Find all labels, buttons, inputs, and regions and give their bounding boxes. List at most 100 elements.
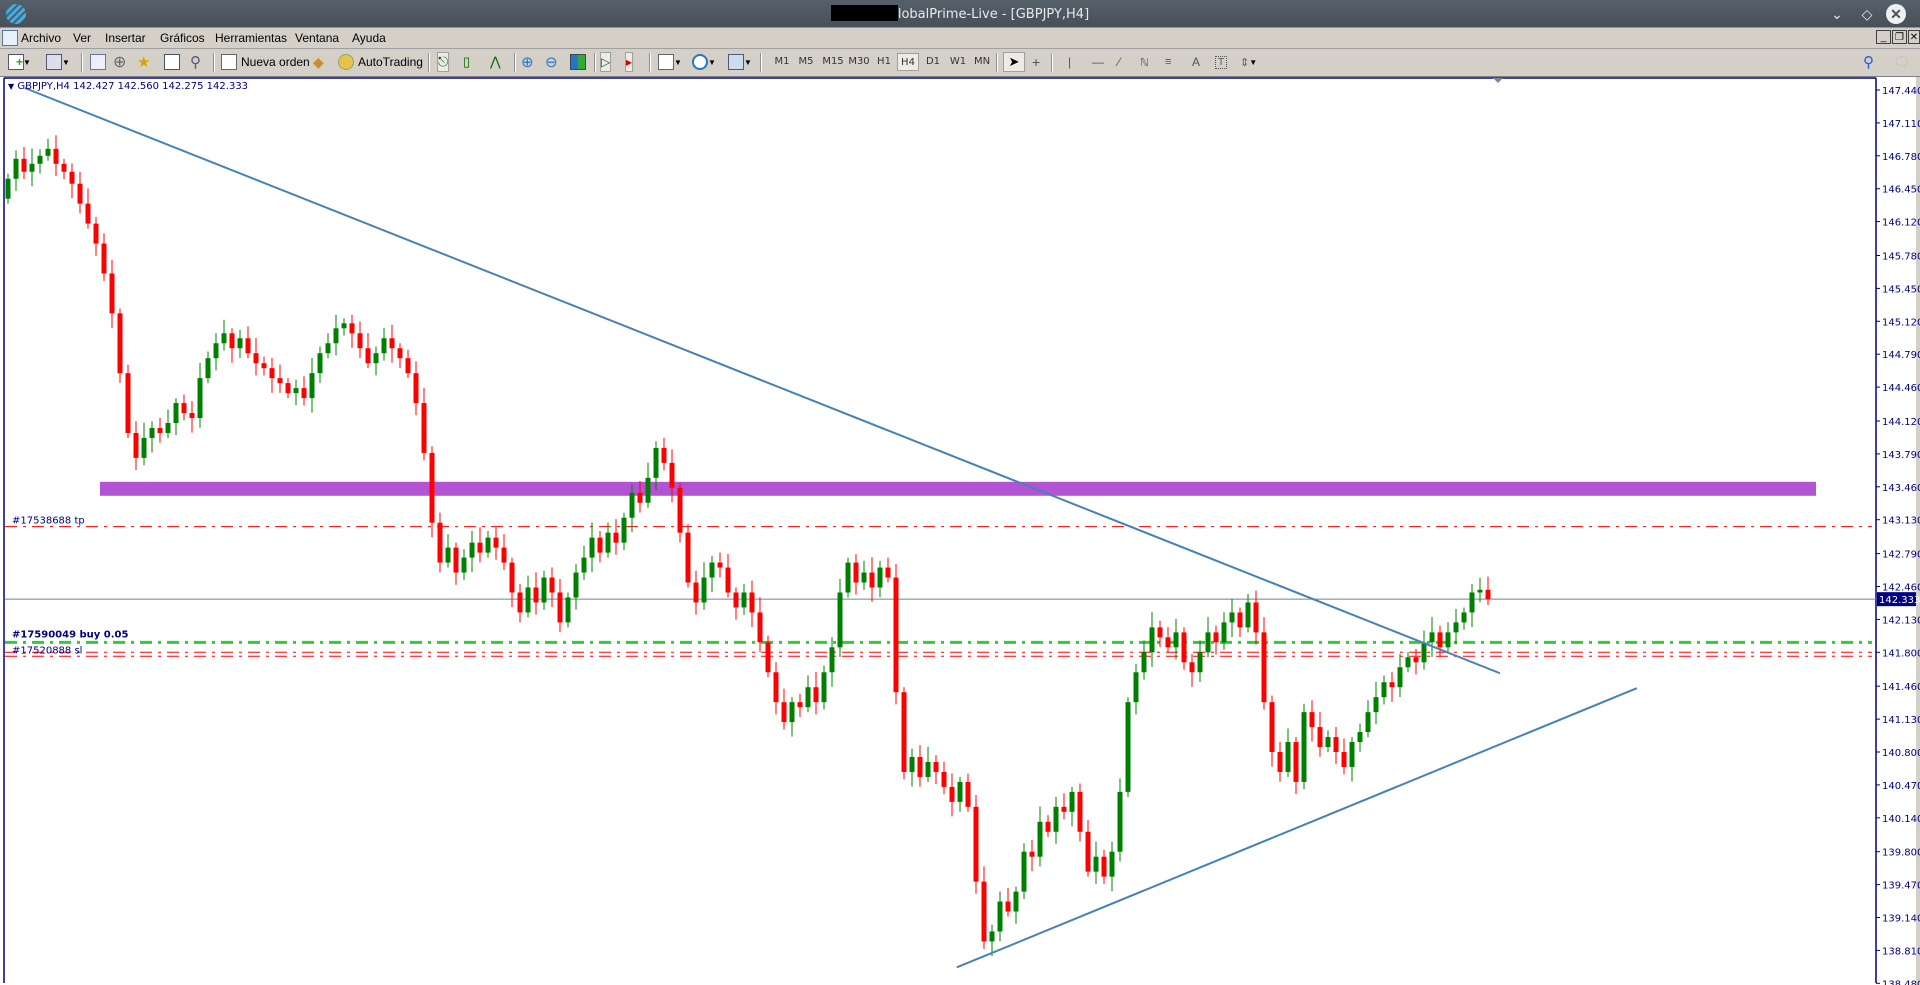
zoom-in-button[interactable]: ⊕ bbox=[521, 52, 534, 72]
bullish-candle bbox=[1125, 702, 1131, 792]
bullish-candle bbox=[197, 378, 203, 419]
menu-ver[interactable]: Ver bbox=[73, 31, 92, 45]
zoom-in-icon: ⊕ bbox=[521, 54, 534, 71]
terminal-button[interactable] bbox=[164, 52, 180, 72]
price-tick-label: 140.470 bbox=[1882, 781, 1920, 792]
chart-area[interactable]: 147.440 147.110 146.780 146.450 146.120 145.7… bbox=[0, 77, 1920, 985]
bearish-candle bbox=[637, 492, 643, 503]
bullish-candle bbox=[461, 557, 467, 573]
candlestick-button[interactable]: ▯ bbox=[463, 52, 470, 72]
line-chart-button[interactable]: ⋀ bbox=[490, 52, 501, 72]
bullish-candle bbox=[629, 492, 635, 518]
timeframe-h1[interactable]: H1 bbox=[877, 56, 891, 67]
dropdown-arrow-icon: ▼ bbox=[744, 57, 752, 67]
bullish-candle bbox=[805, 687, 811, 708]
menu-ayuda[interactable]: Ayuda bbox=[352, 31, 386, 45]
new-chart-button[interactable]: + ▼ bbox=[8, 52, 31, 72]
bearish-candle bbox=[557, 592, 563, 623]
bullish-candle bbox=[1325, 737, 1331, 748]
close-button[interactable]: ✕ bbox=[1886, 4, 1906, 24]
price-tick-label: 141.800 bbox=[1882, 648, 1920, 659]
cursor-button[interactable]: ➤ bbox=[1003, 52, 1025, 72]
timeframe-m30[interactable]: M30 bbox=[848, 56, 870, 67]
bearish-candle bbox=[549, 577, 555, 593]
bearish-candle bbox=[781, 702, 787, 723]
bullish-candle bbox=[325, 343, 331, 354]
menu-herramientas[interactable]: Herramientas bbox=[215, 31, 288, 45]
bullish-candle bbox=[1285, 742, 1291, 772]
vertical-line-button[interactable]: | bbox=[1068, 52, 1071, 72]
bearish-candle bbox=[941, 771, 947, 787]
bearish-candle bbox=[797, 702, 803, 708]
timeframe-h4[interactable]: H4 bbox=[897, 53, 919, 71]
bearish-candle bbox=[613, 532, 619, 543]
navigator-button[interactable]: ★ bbox=[137, 52, 150, 72]
mdi-close-button[interactable]: ✕ bbox=[1908, 30, 1920, 44]
menu-insertar[interactable]: Insertar bbox=[105, 31, 146, 45]
menu-archivo[interactable]: Archivo bbox=[21, 31, 62, 45]
maximize-button[interactable]: ◇ bbox=[1861, 6, 1873, 22]
bullish-candle bbox=[837, 592, 843, 648]
fibonacci-button[interactable]: ≡ bbox=[1165, 52, 1171, 72]
bearish-candle bbox=[981, 881, 987, 942]
data-window-button[interactable]: ⊕ bbox=[113, 52, 126, 72]
horizontal-line-button[interactable]: — bbox=[1092, 52, 1104, 72]
mdi-restore-button[interactable]: ❐ bbox=[1892, 30, 1907, 44]
separator bbox=[996, 53, 998, 72]
menu-bar: Archivo Ver Insertar Gráficos Herramient… bbox=[0, 28, 1920, 49]
bar-chart-button[interactable]: ⎋ bbox=[437, 52, 450, 72]
auto-scroll-button[interactable]: ▷ bbox=[600, 52, 612, 72]
chart-shift-icon: ▸ bbox=[626, 55, 633, 69]
chart-shift-button[interactable]: ▸ bbox=[625, 52, 634, 72]
timeframe-m15[interactable]: M15 bbox=[822, 56, 844, 67]
timeframe-d1[interactable]: D1 bbox=[925, 56, 941, 67]
mdi-minimize-button[interactable]: _ bbox=[1876, 30, 1891, 44]
timeframe-w1[interactable]: W1 bbox=[949, 56, 967, 67]
menu-graficos[interactable]: Gráficos bbox=[160, 31, 205, 45]
new-order-button[interactable]: Nueva orden bbox=[221, 52, 310, 72]
bearish-candle bbox=[773, 672, 779, 703]
title-bar: lobalPrime-Live - [GBPJPY,H4] ⌄ ◇ ✕ bbox=[0, 0, 1920, 28]
bearish-candle bbox=[181, 403, 187, 414]
minimize-button[interactable]: ⌄ bbox=[1831, 6, 1843, 22]
timeframe-mn[interactable]: MN bbox=[973, 56, 991, 67]
search-icon: ⚲ bbox=[1863, 54, 1874, 71]
bullish-candle bbox=[1021, 851, 1027, 892]
strategy-tester-button[interactable]: ⚲ bbox=[190, 52, 201, 72]
bullish-candle bbox=[1381, 682, 1387, 698]
menu-ventana[interactable]: Ventana bbox=[295, 31, 340, 45]
text-button[interactable]: A bbox=[1192, 52, 1200, 72]
arrows-button[interactable]: ⇕ ▼ bbox=[1240, 52, 1257, 72]
magnifier-icon: ⚲ bbox=[190, 54, 201, 71]
bullish-candle bbox=[5, 178, 11, 199]
market-watch-icon bbox=[90, 54, 106, 70]
crosshair-button[interactable]: + bbox=[1032, 52, 1040, 72]
text-label-button[interactable]: T bbox=[1215, 52, 1228, 72]
autotrading-button[interactable]: AutoTrading bbox=[338, 52, 423, 72]
profiles-button[interactable]: ▼ bbox=[46, 52, 70, 72]
bearish-candle bbox=[1213, 632, 1219, 643]
bearish-candle bbox=[533, 587, 539, 603]
price-chart[interactable]: 147.440 147.110 146.780 146.450 146.120 145.7… bbox=[0, 77, 1920, 985]
timeframe-m1[interactable]: M1 bbox=[774, 56, 790, 67]
templates-button[interactable]: ▼ bbox=[728, 52, 752, 72]
timeframe-m5[interactable]: M5 bbox=[798, 56, 814, 67]
search-button[interactable]: ⚲ bbox=[1863, 52, 1874, 72]
bearish-candle bbox=[1333, 737, 1339, 753]
bullish-candle bbox=[1069, 791, 1075, 812]
bearish-candle bbox=[1261, 632, 1267, 703]
periods-button[interactable]: ▼ bbox=[692, 52, 716, 72]
separator bbox=[1051, 53, 1053, 72]
equidistant-channel-button[interactable]: ℕ bbox=[1140, 52, 1149, 72]
trendline-button[interactable]: ∕ bbox=[1118, 52, 1120, 72]
channel-icon: ℕ bbox=[1140, 56, 1149, 69]
market-watch-button[interactable] bbox=[90, 52, 106, 72]
metaeditor-button[interactable]: ◆ bbox=[313, 52, 324, 72]
zoom-out-button[interactable]: ⊖ bbox=[545, 52, 558, 72]
line-chart-icon: ⋀ bbox=[490, 54, 501, 69]
tile-windows-button[interactable] bbox=[570, 52, 586, 72]
bearish-candle bbox=[1165, 637, 1171, 648]
chat-button[interactable]: 🗨 bbox=[1893, 52, 1911, 72]
indicators-button[interactable]: ▼ bbox=[658, 52, 682, 72]
bearish-candle bbox=[1317, 727, 1323, 748]
